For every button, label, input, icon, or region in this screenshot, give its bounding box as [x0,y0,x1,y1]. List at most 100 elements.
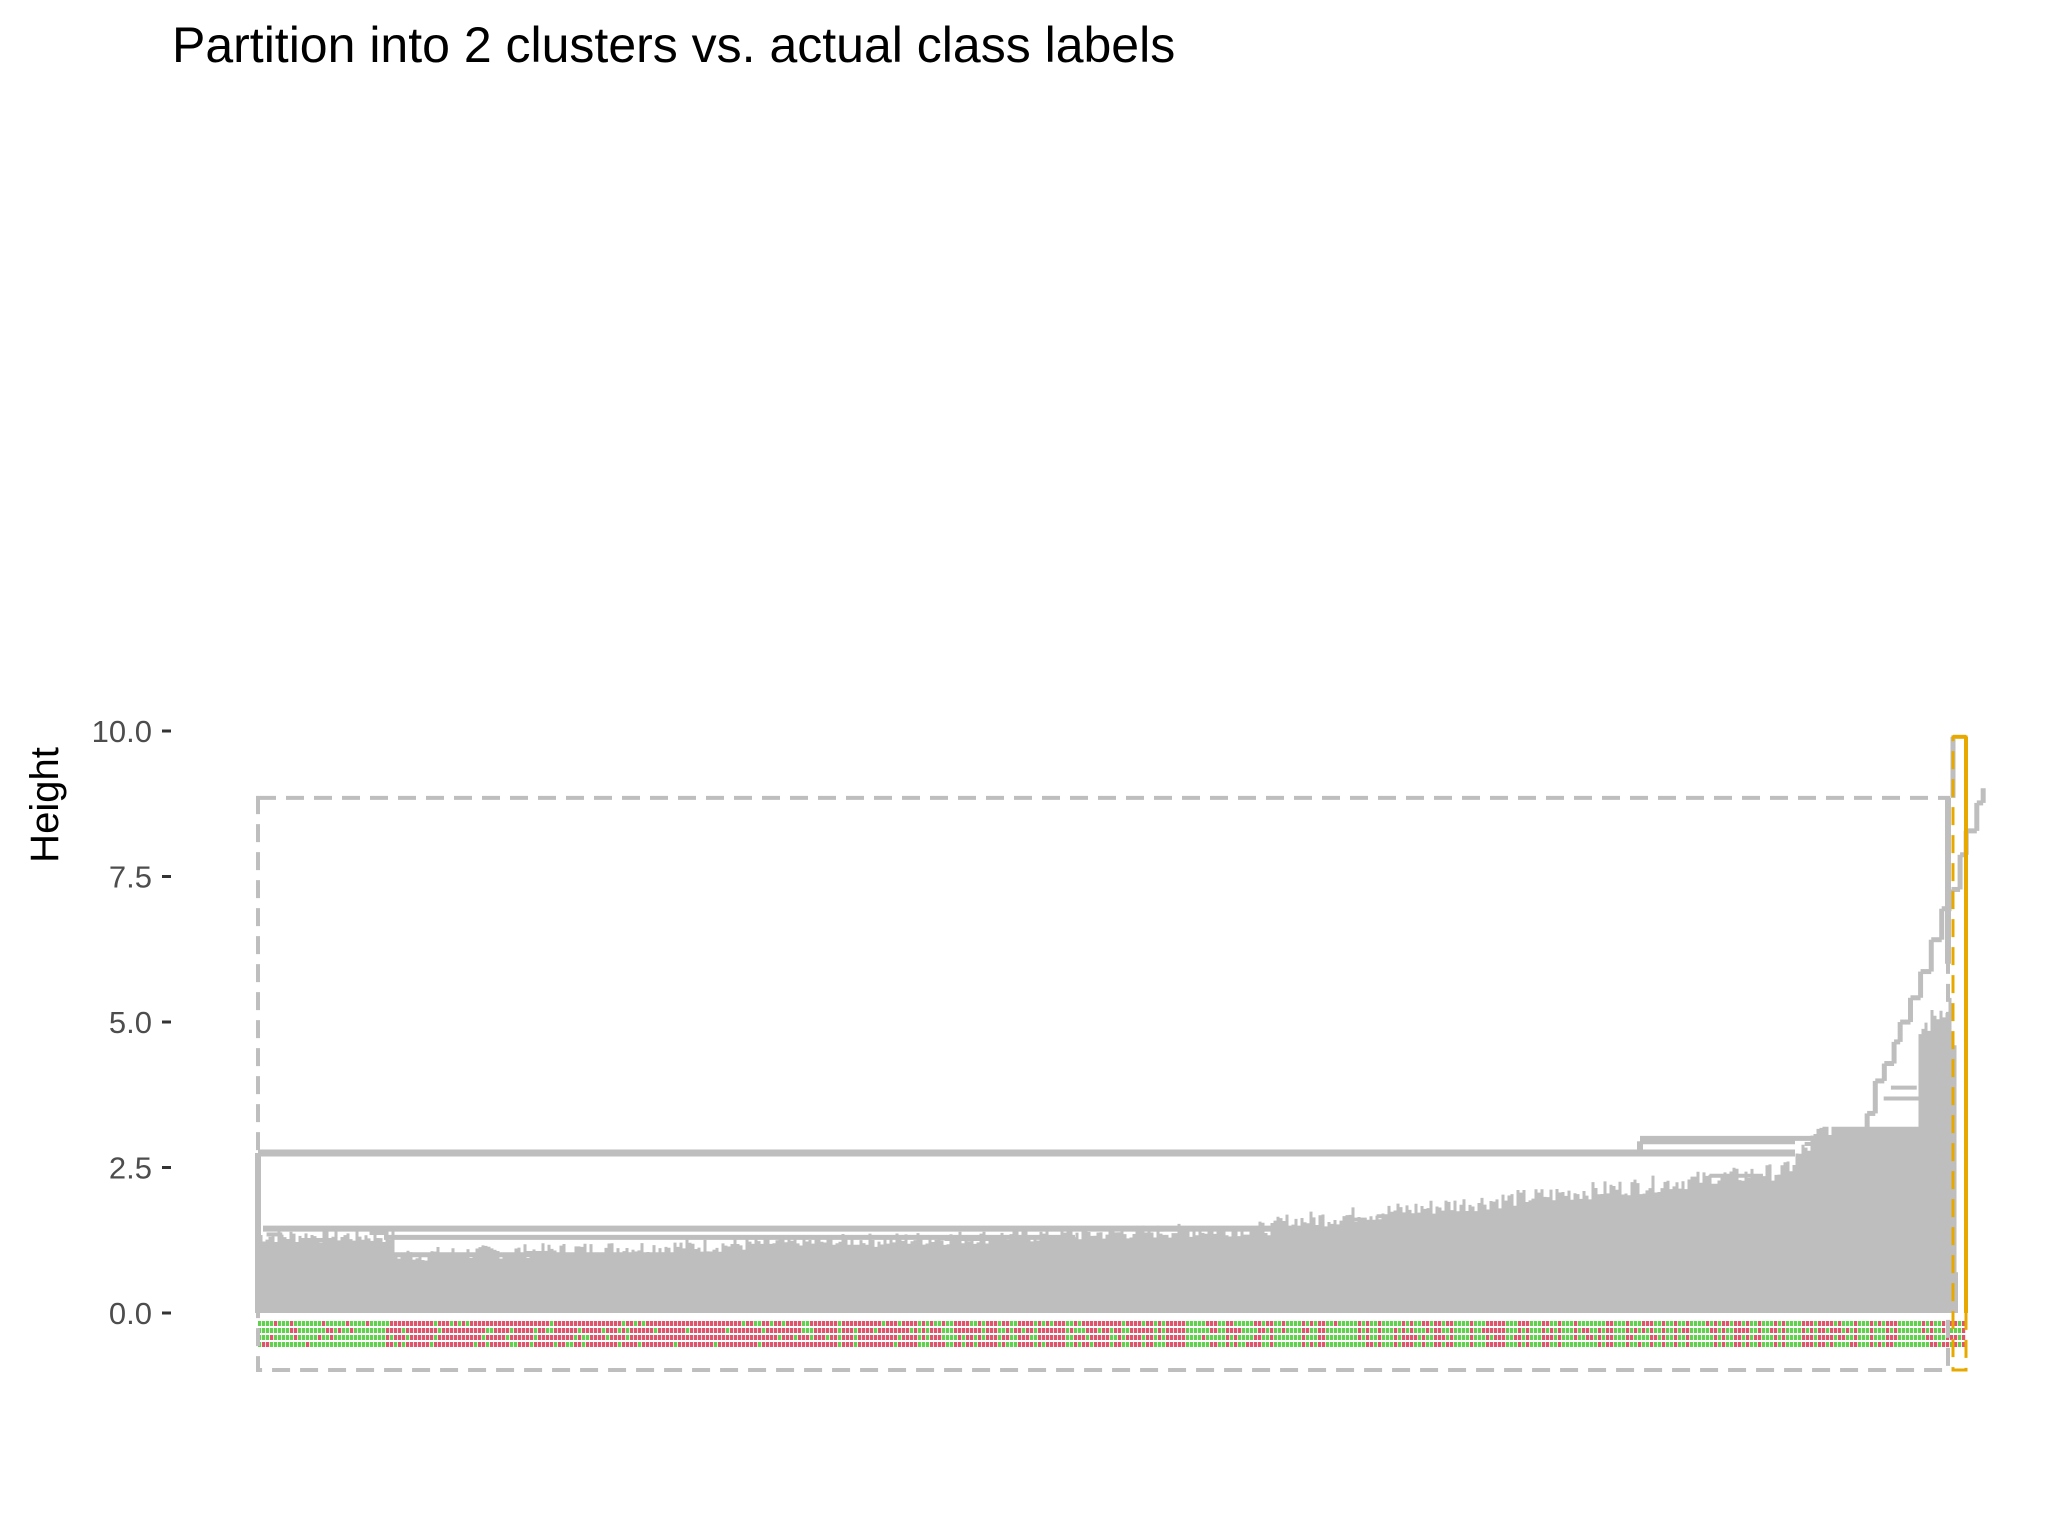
leaf-label [1234,1342,1238,1347]
leaf-label [546,1342,550,1347]
leaf-label [1586,1342,1590,1347]
leaf-label [974,1342,978,1347]
leaf-label [1882,1321,1886,1326]
leaf-label [450,1321,454,1326]
leaf-label [538,1335,542,1340]
leaf-label [486,1335,490,1340]
leaf-label [1466,1328,1470,1333]
leaf-label [946,1328,950,1333]
leaf-label [1334,1328,1338,1333]
leaf-label [658,1321,662,1326]
leaf-label [566,1342,570,1347]
leaf-label [1214,1342,1218,1347]
leaf-label [1698,1328,1702,1333]
leaf-label [1826,1321,1830,1326]
leaf-label [1954,1335,1958,1340]
leaf-label [1042,1328,1046,1333]
leaf-label [938,1335,942,1340]
leaf-label [1330,1328,1334,1333]
leaf-label [1482,1342,1486,1347]
leaf-label [306,1342,310,1347]
leaf-label [1074,1328,1078,1333]
leaf-label [1222,1321,1226,1326]
leaf-label [1414,1328,1418,1333]
leaf-label [1618,1321,1622,1326]
leaf-label [1666,1335,1670,1340]
leaf-label [1774,1335,1778,1340]
leaf-label [1038,1328,1042,1333]
leaf-label [610,1328,614,1333]
leaf-label [1066,1321,1070,1326]
leaf-label [1610,1342,1614,1347]
leaf-label [346,1342,350,1347]
leaf-label [1386,1321,1390,1326]
leaf-label [542,1321,546,1326]
leaf-label [490,1335,494,1340]
leaf-label [686,1335,690,1340]
leaf-label [1714,1335,1718,1340]
leaf-label [710,1335,714,1340]
leaf-label [1238,1342,1242,1347]
leaf-label [1866,1321,1870,1326]
leaf-label [806,1321,810,1326]
leaf-label [1462,1342,1466,1347]
leaf-label [262,1335,266,1340]
leaf-label [838,1335,842,1340]
leaf-label [986,1328,990,1333]
leaf-label [1262,1342,1266,1347]
leaf-label [622,1321,626,1326]
leaf-label [1842,1342,1846,1347]
leaf-label [286,1321,290,1326]
leaf-label [1550,1328,1554,1333]
leaf-label [590,1328,594,1333]
leaf-label [1278,1335,1282,1340]
leaf-label [382,1342,386,1347]
leaf-label [470,1321,474,1326]
leaf-label [398,1321,402,1326]
leaf-label [1250,1328,1254,1333]
leaf-label [790,1342,794,1347]
leaf-label [1814,1328,1818,1333]
leaf-label [870,1342,874,1347]
leaf-label [850,1342,854,1347]
leaf-label [566,1328,570,1333]
leaf-label [1238,1328,1242,1333]
leaf-label [1494,1335,1498,1340]
leaf-label [806,1342,810,1347]
leaf-label [1194,1342,1198,1347]
leaf-label [1498,1335,1502,1340]
leaf-label [1538,1335,1542,1340]
leaf-label [1766,1321,1770,1326]
leaf-label [1478,1342,1482,1347]
leaf-label [1590,1328,1594,1333]
leaf-label [994,1335,998,1340]
leaf-label [706,1335,710,1340]
leaf-label [578,1335,582,1340]
leaf-label [798,1335,802,1340]
leaf-label [1934,1321,1938,1326]
leaf-label [742,1321,746,1326]
leaf-label [982,1321,986,1326]
leaf-label [970,1321,974,1326]
leaf-label [630,1328,634,1333]
leaf-label [1822,1335,1826,1340]
leaf-label [1034,1335,1038,1340]
leaf-label [846,1342,850,1347]
leaf-label [866,1321,870,1326]
leaf-label [1170,1342,1174,1347]
leaf-label [1770,1342,1774,1347]
leaf-label [326,1328,330,1333]
leaf-label [914,1321,918,1326]
leaf-label [726,1335,730,1340]
leaf-label [1074,1321,1078,1326]
leaf-label [1366,1328,1370,1333]
leaf-label [1458,1321,1462,1326]
leaf-label [654,1321,658,1326]
leaf-label [982,1342,986,1347]
leaf-label [498,1321,502,1326]
leaf-label [1530,1342,1534,1347]
leaf-label [1270,1328,1274,1333]
leaf-label [1306,1342,1310,1347]
leaf-label [266,1335,270,1340]
leaf-label [290,1328,294,1333]
